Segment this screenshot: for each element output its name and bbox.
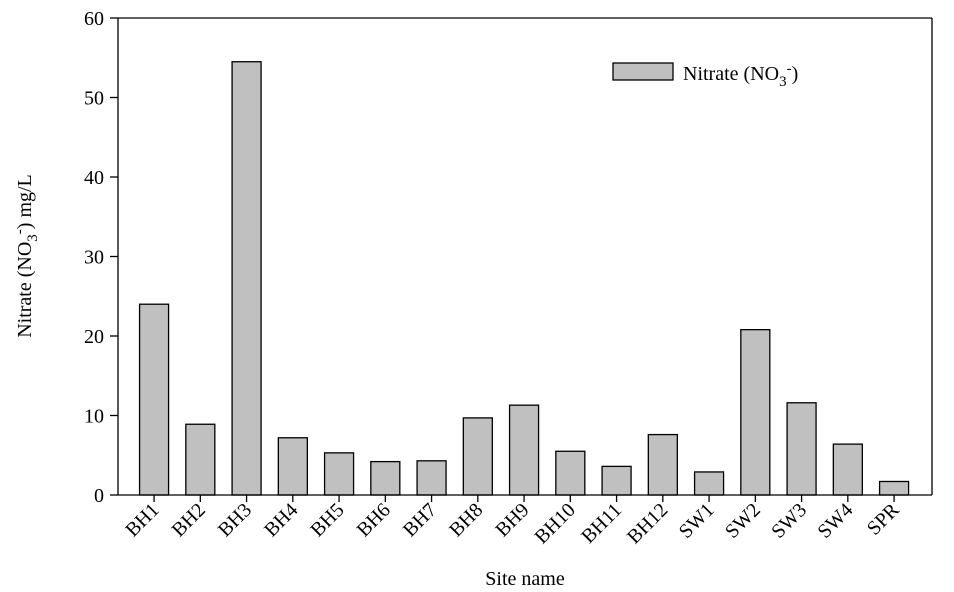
bar-bh7	[416, 460, 447, 496]
legend-label-suffix: )	[792, 63, 799, 85]
x-tick-label-spr: SPR	[863, 499, 904, 540]
legend-swatch	[612, 62, 674, 81]
legend-label-prefix: Nitrate (NO	[683, 63, 779, 85]
x-tick-label-bh12: BH12	[623, 499, 672, 548]
x-tick-label-bh3: BH3	[214, 499, 256, 541]
bar-bh8	[462, 417, 493, 496]
bar-bh4	[277, 437, 308, 496]
y-tick-label: 60	[84, 8, 104, 30]
bar-bh1	[138, 303, 170, 496]
y-tick-label: 50	[84, 88, 104, 110]
x-tick-label-bh7: BH7	[399, 499, 441, 541]
y-tick-label: 10	[84, 406, 104, 428]
x-tick-label-bh11: BH11	[577, 499, 626, 548]
bar-spr	[878, 480, 910, 496]
x-tick-label-bh1: BH1	[121, 499, 163, 541]
y-axis-title-superscript: -	[12, 229, 28, 234]
bar-bh3	[231, 61, 262, 496]
bar-bh9	[508, 404, 540, 496]
x-axis-title: Site name	[485, 568, 565, 590]
x-tick-label-sw3: SW3	[767, 499, 811, 543]
y-axis-title-prefix: Nitrate (NO	[14, 242, 36, 338]
y-tick-label: 20	[84, 326, 104, 348]
bar-sw4	[832, 443, 863, 496]
bar-bh5	[323, 452, 355, 496]
bar-bh11	[601, 465, 632, 496]
y-tick-label: 40	[84, 167, 104, 189]
bar-bh2	[185, 423, 216, 496]
x-tick-label-bh6: BH6	[353, 499, 395, 541]
bar-bh12	[647, 433, 678, 496]
bar-sw3	[786, 402, 817, 496]
legend-label-subscript: 3	[779, 74, 787, 90]
bar-bh6	[370, 460, 401, 496]
x-tick-label-bh8: BH8	[445, 499, 487, 541]
x-tick-label-bh2: BH2	[168, 499, 210, 541]
x-tick-label-sw2: SW2	[721, 499, 765, 543]
y-axis-title: Nitrate (NO3-) mg/L	[12, 174, 41, 338]
y-tick-label: 30	[84, 247, 104, 269]
y-axis-title-subscript: 3	[25, 234, 41, 242]
legend: Nitrate (NO3-)	[612, 61, 798, 90]
bar-sw1	[693, 471, 725, 496]
y-axis-ticks: 0 10 20 30 40 50 60	[84, 8, 118, 507]
y-tick-label: 0	[94, 485, 104, 507]
bar-sw2	[740, 328, 771, 496]
bar-bh10	[555, 450, 586, 496]
x-tick-label-bh10: BH10	[531, 499, 580, 548]
y-axis-title-suffix: ) mg/L	[14, 174, 36, 229]
x-tick-label-bh5: BH5	[306, 499, 348, 541]
x-tick-label-sw4: SW4	[814, 499, 858, 543]
legend-label: Nitrate (NO3-)	[683, 61, 798, 90]
x-tick-label-bh4: BH4	[260, 499, 302, 541]
legend-label-superscript: -	[787, 61, 792, 77]
bar-group	[138, 61, 910, 496]
x-tick-label-bh9: BH9	[491, 499, 533, 541]
x-tick-label-sw1: SW1	[675, 499, 719, 543]
